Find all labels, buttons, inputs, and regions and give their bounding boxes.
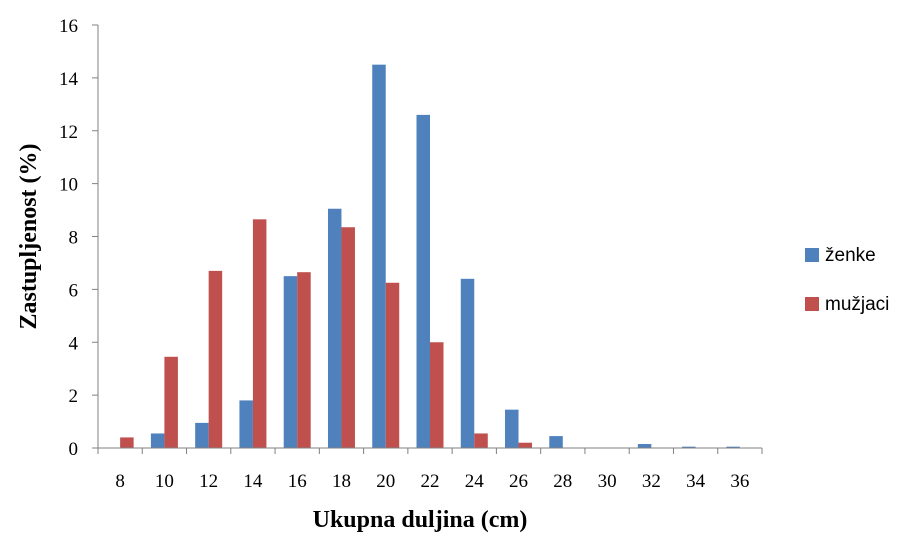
bar-muzjaci-12 [208,270,223,448]
bar-zenke-28 [549,436,563,448]
y-tick-label: 12 [59,122,78,143]
x-ticks-group: 8 10 12 14 16 18 20 22 24 26 28 30 32 34 36 [97,448,763,492]
bar-muzjaci-14 [252,219,267,448]
y-axis-title: Zastupljenost (%) [16,143,42,329]
y-tick-label: 4 [69,333,79,354]
x-tick-label: 18 [332,471,351,492]
x-tick-label: 26 [509,471,528,492]
bar-zenke-24 [460,278,475,448]
x-tick-label: 34 [686,471,706,492]
legend-label: mužjaci [825,294,889,315]
x-tick-label: 16 [288,471,307,492]
y-ticks-group: 0 2 4 6 8 10 12 14 16 [59,16,98,460]
bar-zenke-10 [150,433,165,448]
bar-muzjaci-26 [518,442,533,448]
legend: ženke mužjaci [805,245,889,315]
bar-muzjaci-16 [297,272,311,448]
legend-label: ženke [825,245,876,266]
y-tick-label: 6 [69,280,79,301]
legend-swatch [805,297,819,311]
y-tick-label: 0 [69,439,79,460]
x-tick-label: 12 [199,471,218,492]
bar-zenke-34 [682,446,696,448]
bar-muzjaci-24 [474,433,488,448]
x-tick-label: 10 [155,471,174,492]
x-tick-label: 8 [115,471,125,492]
y-tick-label: 2 [69,386,79,407]
y-tick-label: 8 [69,228,79,249]
bar-zenke-32 [637,444,652,448]
bar-muzjaci-20 [385,282,400,448]
bars-group [120,64,740,448]
bar-zenke-36 [726,446,740,448]
x-tick-label: 28 [553,471,572,492]
bar-zenke-20 [372,64,386,448]
y-tick-label: 10 [59,175,78,196]
bar-muzjaci-8 [120,437,134,448]
legend-swatch [805,248,819,262]
bar-zenke-18 [327,208,342,448]
bar-muzjaci-10 [164,356,178,448]
bar-zenke-12 [195,422,209,448]
bar-muzjaci-22 [430,342,444,448]
bar-zenke-22 [416,114,430,448]
bar-zenke-14 [239,400,253,448]
bar-zenke-26 [505,409,519,448]
x-tick-label: 36 [730,471,749,492]
x-tick-label: 14 [243,471,263,492]
y-tick-label: 16 [59,16,78,37]
bar-muzjaci-18 [341,227,355,448]
x-tick-label: 24 [465,471,485,492]
y-tick-label: 14 [59,69,79,90]
x-axis-title: Ukupna duljina (cm) [313,507,528,533]
x-tick-label: 30 [598,471,617,492]
x-tick-label: 20 [376,471,395,492]
x-tick-label: 32 [642,471,661,492]
bar-zenke-16 [283,276,298,448]
x-tick-label: 22 [421,471,440,492]
